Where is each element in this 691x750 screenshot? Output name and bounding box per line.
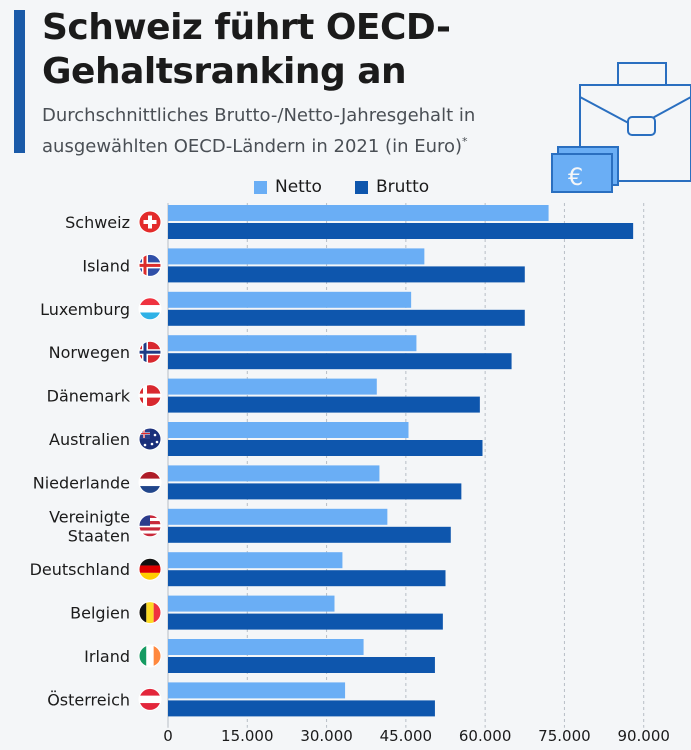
flag-nl-icon bbox=[138, 470, 162, 494]
x-tick-label-2: 30.000 bbox=[300, 727, 353, 745]
category-label-nl: Niederlande bbox=[33, 473, 130, 492]
bar-brutto-no bbox=[168, 353, 512, 370]
x-tick-label-0: 0 bbox=[163, 727, 173, 745]
legend-label-netto: Netto bbox=[275, 177, 322, 197]
bar-netto-de bbox=[168, 552, 343, 569]
category-label-us: Vereinigte Staaten bbox=[49, 507, 130, 545]
legend-swatch-netto bbox=[254, 180, 267, 194]
category-label-is: Island bbox=[82, 256, 130, 275]
bar-brutto-be bbox=[168, 613, 443, 630]
bar-brutto-nl bbox=[168, 483, 462, 500]
legend: Netto Brutto bbox=[0, 177, 691, 199]
flag-lu-icon bbox=[138, 297, 162, 321]
bar-brutto-au bbox=[168, 440, 483, 456]
flag-border bbox=[138, 427, 162, 451]
bar-netto-is bbox=[168, 248, 425, 265]
category-label-lu: Luxemburg bbox=[40, 300, 130, 319]
flag-border bbox=[138, 557, 162, 581]
category-label-dk: Dänemark bbox=[47, 387, 131, 406]
bar-netto-no bbox=[168, 335, 417, 352]
flag-border bbox=[138, 644, 162, 668]
bar-brutto-is bbox=[168, 266, 525, 283]
flag-ch-icon bbox=[138, 210, 162, 234]
category-label-ie: Irland bbox=[84, 647, 130, 666]
flag-no-icon bbox=[138, 340, 162, 364]
flag-border bbox=[138, 210, 162, 234]
bar-brutto-de bbox=[168, 570, 446, 587]
legend-item-brutto: Brutto bbox=[355, 177, 429, 197]
category-label-au: Australien bbox=[49, 430, 130, 449]
flag-border bbox=[138, 601, 162, 625]
flag-border bbox=[138, 340, 162, 364]
bar-brutto-ch bbox=[168, 223, 634, 239]
bar-netto-be bbox=[168, 595, 335, 612]
legend-item-netto: Netto bbox=[254, 177, 322, 197]
chart-subtitle: Durchschnittliches Brutto-/Netto-Jahresg… bbox=[42, 103, 562, 160]
bar-netto-ch bbox=[168, 205, 549, 221]
flag-border bbox=[138, 470, 162, 494]
bar-netto-at bbox=[168, 682, 346, 699]
flag-border bbox=[138, 384, 162, 408]
briefcase-icon: € bbox=[551, 62, 691, 193]
bar-brutto-at bbox=[168, 700, 435, 717]
bar-brutto-lu bbox=[168, 309, 525, 326]
flag-us-icon bbox=[138, 514, 162, 538]
footnote-mark: * bbox=[462, 135, 468, 148]
flag-border bbox=[138, 687, 162, 711]
flag-de-icon bbox=[138, 557, 162, 581]
legend-swatch-brutto bbox=[355, 180, 368, 194]
category-label-ch: Schweiz bbox=[65, 213, 130, 232]
bar-netto-dk bbox=[168, 378, 377, 395]
bar-brutto-us bbox=[168, 526, 451, 543]
flag-border bbox=[138, 253, 162, 277]
flag-border bbox=[138, 297, 162, 321]
chart-title: Schweiz führt OECD-Gehaltsranking an bbox=[42, 7, 451, 92]
bar-brutto-ie bbox=[168, 657, 435, 673]
bar-brutto-dk bbox=[168, 396, 480, 413]
euro-symbol: € bbox=[568, 163, 583, 191]
x-tick-label-3: 45.000 bbox=[380, 727, 433, 745]
legend-label-brutto: Brutto bbox=[376, 177, 430, 197]
banknote-icon: € bbox=[551, 146, 619, 193]
category-label-be: Belgien bbox=[70, 604, 130, 623]
bar-netto-lu bbox=[168, 291, 412, 308]
bar-netto-au bbox=[168, 422, 409, 438]
flag-at-icon bbox=[138, 687, 162, 711]
category-label-at: Österreich bbox=[47, 690, 130, 709]
flag-is-icon bbox=[138, 253, 162, 277]
x-tick-label-1: 15.000 bbox=[221, 727, 274, 745]
flag-ie-icon bbox=[138, 644, 162, 668]
subtitle-text: Durchschnittliches Brutto-/Netto-Jahresg… bbox=[42, 105, 476, 157]
flag-dk-icon bbox=[138, 384, 162, 408]
x-tick-label-5: 75.000 bbox=[538, 727, 591, 745]
bar-netto-ie bbox=[168, 639, 364, 655]
flag-be-icon bbox=[138, 601, 162, 625]
x-tick-label-6: 90.000 bbox=[617, 727, 670, 745]
category-label-no: Norwegen bbox=[49, 343, 130, 362]
bar-netto-nl bbox=[168, 465, 380, 482]
category-label-de: Deutschland bbox=[30, 560, 130, 579]
bar-netto-us bbox=[168, 508, 388, 525]
accent-bar bbox=[14, 10, 25, 153]
x-tick-label-4: 60.000 bbox=[459, 727, 512, 745]
flag-au-icon bbox=[138, 427, 162, 451]
flag-border bbox=[138, 514, 162, 538]
